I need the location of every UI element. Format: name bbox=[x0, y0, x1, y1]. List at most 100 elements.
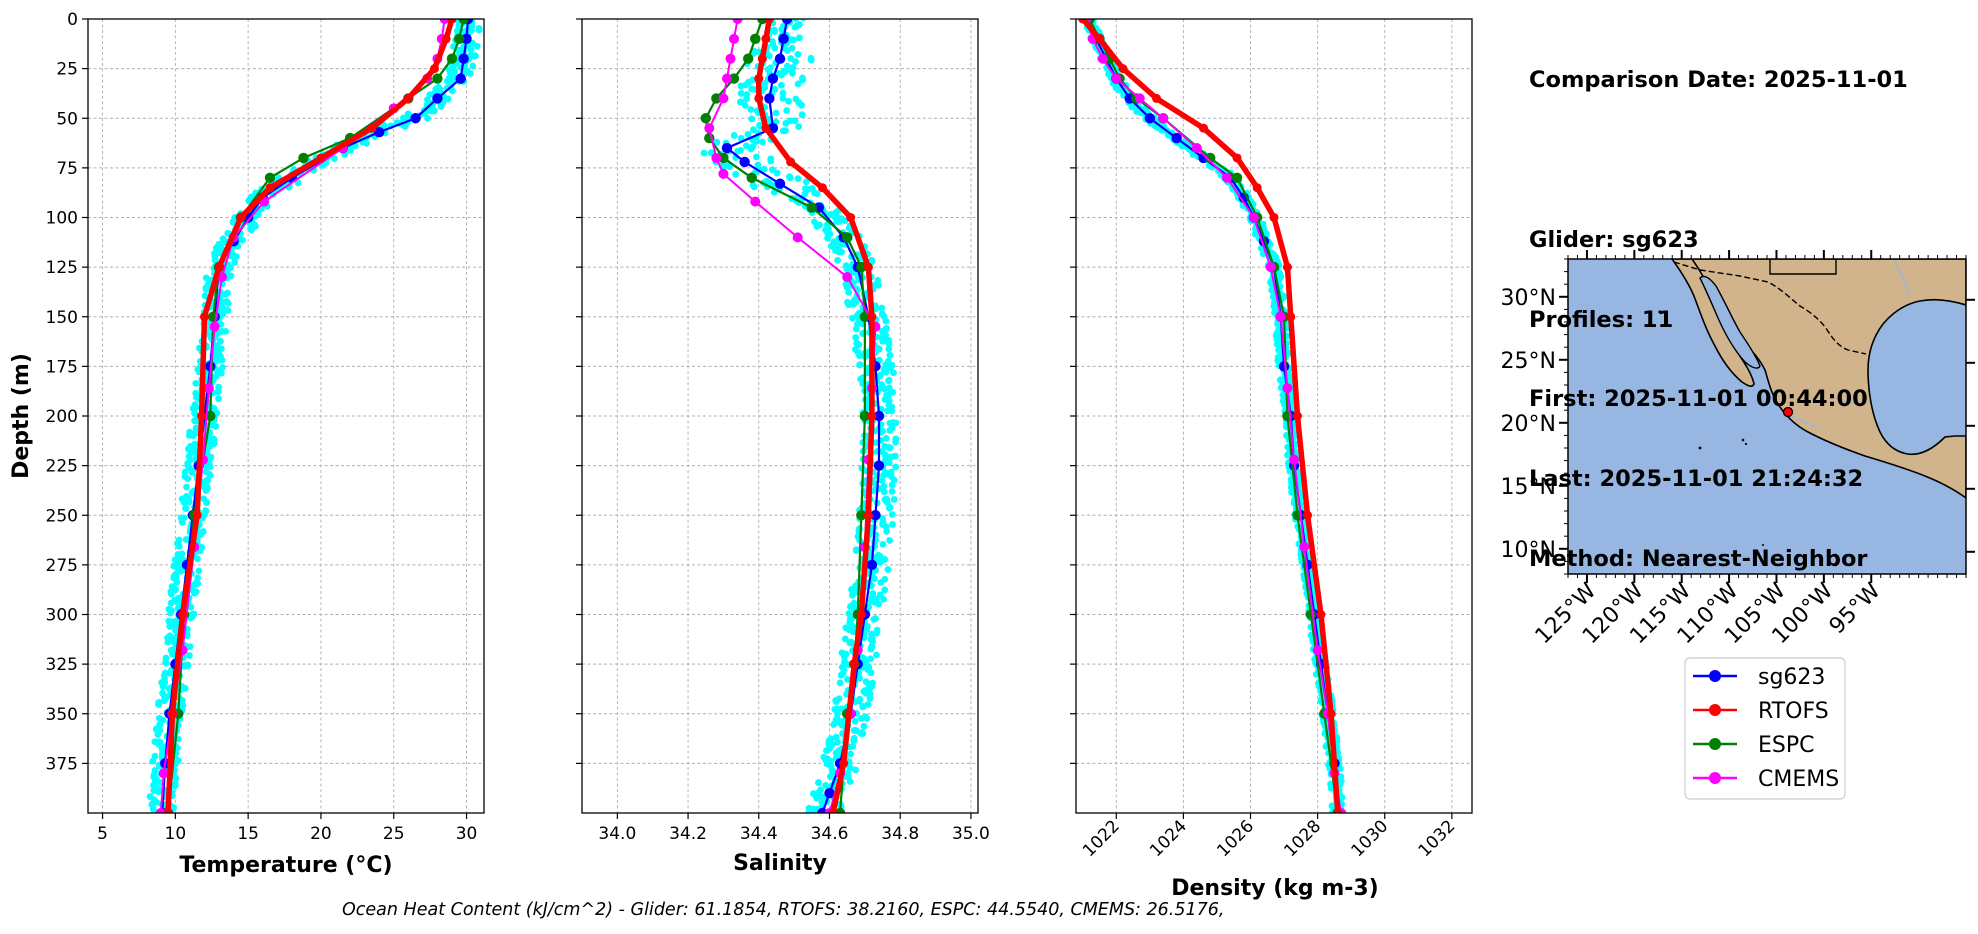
raw-profile-point bbox=[1284, 451, 1291, 459]
raw-profile-point bbox=[424, 114, 432, 122]
raw-profile-point bbox=[868, 597, 875, 605]
data-point-rtofs bbox=[867, 312, 877, 322]
data-point-rtofs bbox=[754, 93, 764, 103]
raw-profile-point bbox=[215, 356, 223, 364]
map-border-us-mexico bbox=[1673, 261, 1867, 355]
raw-profile-point bbox=[849, 589, 857, 597]
raw-profile-point bbox=[759, 138, 766, 146]
data-point-rtofs bbox=[754, 74, 764, 84]
data-point-sg623 bbox=[1171, 132, 1182, 144]
raw-profile-point bbox=[212, 244, 220, 252]
data-point-espc bbox=[432, 73, 443, 84]
raw-profile-point bbox=[469, 62, 477, 70]
raw-profile-point bbox=[791, 117, 799, 125]
data-point-espc bbox=[834, 807, 846, 813]
raw-profile-point bbox=[862, 713, 869, 721]
raw-profile-point bbox=[155, 701, 162, 708]
raw-profile-point bbox=[726, 163, 733, 171]
y-tick-label: 25 bbox=[56, 60, 78, 80]
map-border-us-canada bbox=[1769, 259, 1837, 275]
raw-profile-point bbox=[867, 645, 875, 653]
raw-profile-point bbox=[779, 89, 787, 97]
raw-profile-point bbox=[1251, 230, 1259, 238]
x-tick-label: 1032 bbox=[1415, 816, 1460, 861]
x-tick-label: 34.6 bbox=[811, 824, 849, 844]
raw-profile-point bbox=[786, 117, 794, 125]
data-point-rtofs bbox=[316, 153, 326, 163]
raw-profile-point bbox=[789, 69, 796, 77]
data-point-rtofs bbox=[764, 19, 774, 24]
legend-marker-sg623 bbox=[1709, 670, 1721, 682]
raw-profile-point bbox=[882, 435, 890, 442]
raw-profile-point bbox=[880, 595, 887, 603]
raw-profile-point bbox=[159, 683, 167, 690]
raw-profile-point bbox=[247, 225, 254, 233]
data-point-sg623 bbox=[432, 93, 443, 104]
raw-profile-point bbox=[184, 475, 192, 483]
raw-profile-point bbox=[880, 488, 888, 496]
raw-profile-point bbox=[815, 779, 822, 786]
data-point-sg623 bbox=[373, 126, 385, 138]
data-point-rtofs bbox=[163, 808, 173, 813]
data-point-cmems bbox=[750, 196, 761, 207]
raw-profile-point bbox=[182, 505, 190, 513]
raw-profile-point bbox=[794, 175, 802, 183]
raw-profile-point bbox=[175, 542, 183, 550]
raw-profile-point bbox=[192, 403, 200, 411]
x-tick-label: 1030 bbox=[1348, 816, 1393, 861]
temperature-axis-label: Temperature (°C) bbox=[179, 853, 392, 878]
raw-profile-point bbox=[794, 80, 802, 88]
raw-profile-point bbox=[849, 314, 856, 322]
raw-profile-point bbox=[330, 155, 338, 163]
y-tick-label: 225 bbox=[46, 457, 78, 477]
series-line-espc bbox=[1088, 19, 1339, 813]
data-point-cmems bbox=[718, 168, 729, 179]
raw-profile-point bbox=[231, 258, 239, 266]
raw-profile-point bbox=[424, 96, 431, 103]
raw-profile-point bbox=[750, 126, 757, 134]
raw-profile-point bbox=[802, 178, 810, 186]
raw-profile-point bbox=[884, 407, 891, 415]
raw-profile-point bbox=[880, 483, 888, 490]
data-point-rtofs bbox=[786, 157, 796, 167]
density-panel: 1022 1024 1026 1028 1030 1032 bbox=[1070, 18, 1473, 861]
profiles-count: Profiles: 11 bbox=[1529, 306, 1674, 333]
data-point-rtofs bbox=[761, 123, 771, 133]
data-point-sg623 bbox=[455, 73, 466, 84]
y-tick-label: 200 bbox=[46, 407, 78, 427]
data-point-rtofs bbox=[447, 19, 457, 24]
legend: sg623 RTOFS ESPC CMEMS bbox=[1684, 657, 1846, 800]
raw-profile-point bbox=[885, 377, 892, 384]
raw-profile-point bbox=[834, 256, 841, 264]
raw-profile-point bbox=[466, 70, 474, 77]
x-tick-label: 30 bbox=[456, 824, 478, 844]
data-point-sg623 bbox=[774, 178, 786, 189]
raw-profile-point bbox=[885, 340, 893, 348]
raw-profile-point bbox=[856, 361, 863, 369]
raw-profile-point bbox=[800, 19, 807, 22]
data-point-rtofs bbox=[1232, 153, 1242, 163]
raw-profile-point bbox=[813, 794, 820, 802]
raw-profile-point bbox=[813, 190, 821, 198]
raw-profile-point bbox=[884, 566, 892, 573]
raw-profile-point bbox=[437, 103, 445, 110]
data-point-rtofs bbox=[1292, 411, 1302, 421]
raw-profile-point bbox=[843, 675, 851, 683]
raw-profile-point bbox=[792, 58, 799, 65]
plot-area bbox=[1078, 19, 1347, 813]
raw-profile-point bbox=[866, 694, 874, 702]
data-point-rtofs bbox=[863, 262, 873, 272]
data-point-rtofs bbox=[849, 659, 859, 669]
raw-profile-point bbox=[890, 369, 897, 377]
raw-profile-point bbox=[862, 689, 870, 697]
raw-profile-point bbox=[850, 727, 858, 734]
raw-profile-point bbox=[214, 388, 222, 396]
raw-profile-point bbox=[1273, 335, 1281, 343]
data-point-sg623 bbox=[767, 73, 779, 84]
temperature-panel: 5 10 15 20 25 3002550751001251501752002252502… bbox=[46, 10, 485, 844]
density-axis-label: Density (kg m-3) bbox=[1171, 876, 1379, 901]
legend-marker-rtofs bbox=[1709, 704, 1721, 716]
raw-profile-point bbox=[879, 337, 887, 345]
data-point-sg623 bbox=[781, 19, 793, 25]
raw-profile-point bbox=[215, 395, 222, 403]
